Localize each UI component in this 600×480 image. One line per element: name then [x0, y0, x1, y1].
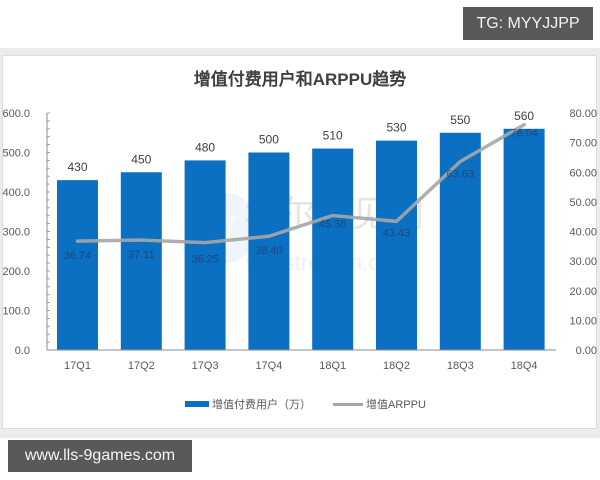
left-axis-tick-label: 100.0 — [2, 306, 30, 318]
legend-bar-swatch — [185, 401, 209, 407]
bar — [376, 140, 417, 350]
legend-bar-label: 增值付费用户（万） — [212, 399, 311, 411]
bar — [184, 160, 226, 350]
x-axis-tick-label: 17Q3 — [192, 360, 219, 372]
chart-card — [2, 55, 597, 429]
arppu-line — [75, 122, 526, 245]
left-axis-tick-label: 300.0 — [2, 227, 30, 239]
x-axis-tick-label: 18Q2 — [383, 360, 410, 372]
left-axis-tick-label: 600.0 — [2, 108, 30, 120]
left-axis-tick-label: 0.0 — [15, 345, 30, 357]
legend-line-swatch — [333, 402, 363, 406]
bar-value-label: 510 — [323, 129, 343, 143]
line-value-label: 63.63 — [447, 168, 475, 180]
line-value-label: 38.40 — [255, 245, 283, 257]
bar-value-label: 430 — [67, 160, 87, 174]
x-axis-tick-label: 17Q4 — [255, 360, 282, 372]
bar-value-label: 480 — [195, 140, 215, 154]
telegram-badge: TG: MYYJJPP — [463, 7, 593, 40]
bar-value-label: 500 — [259, 133, 279, 147]
left-y-axis: 0.0 100.0 200.0 300.0 400.0 500.0 600.0 — [2, 108, 50, 357]
right-axis-tick-label: 80.00 — [569, 108, 597, 120]
line-value-label: 45.38 — [319, 219, 347, 231]
website-badge: www.lls-9games.com — [8, 440, 192, 472]
right-axis-tick-label: 20.00 — [569, 286, 597, 298]
bar — [312, 148, 354, 350]
bar — [248, 152, 290, 350]
legend: 增值付费用户（万） 增值ARPPU — [185, 396, 426, 412]
bar-value-label: 530 — [386, 121, 406, 135]
bar-value-label: 550 — [450, 113, 470, 127]
bar-value-label: 450 — [131, 152, 151, 166]
line-value-label: 76.04 — [510, 128, 538, 140]
right-axis-tick-label: 40.00 — [569, 227, 597, 239]
line-value-label: 37.11 — [128, 249, 155, 261]
line-value-label: 36.25 — [191, 254, 219, 266]
right-axis-tick-label: 10.00 — [569, 315, 597, 327]
right-axis-tick-label: 0.00 — [576, 345, 597, 357]
right-y-axis: 0.00 10.00 20.00 30.00 40.00 50.00 60.00 70.00 8… — [569, 108, 597, 357]
bar — [57, 180, 98, 350]
x-axis-tick-label: 17Q1 — [64, 360, 91, 372]
bar-value-label: 560 — [514, 109, 534, 123]
line-value-label: 43.43 — [383, 227, 411, 239]
chart-title: 增值付费用户和ARPPU趋势 — [193, 70, 407, 89]
right-axis-tick-label: 30.00 — [569, 256, 597, 268]
bar-series: 430 450 480 500 510 530 550 560 — [57, 109, 545, 350]
left-axis-tick-label: 200.0 — [2, 266, 30, 278]
bar — [439, 132, 481, 350]
right-axis-tick-label: 60.00 — [569, 167, 597, 179]
x-axis-tick-label: 17Q2 — [128, 360, 155, 372]
legend-line-label: 增值ARPPU — [366, 399, 426, 411]
left-axis-tick-label: 500.0 — [2, 148, 30, 160]
x-axis-tick-label: 18Q4 — [511, 360, 538, 372]
bar — [503, 128, 545, 350]
x-axis: 17Q1 17Q2 17Q3 17Q4 18Q1 18Q2 18Q3 18Q4 — [47, 349, 556, 372]
line-series: 36.74 37.11 36.25 38.40 45.38 43.43 63.63 76.04 — [64, 122, 538, 266]
left-axis-tick-label: 400.0 — [2, 187, 30, 199]
bar — [120, 172, 162, 350]
x-axis-tick-label: 18Q1 — [319, 360, 346, 372]
x-axis-tick-label: 18Q3 — [447, 360, 474, 372]
right-axis-tick-label: 70.00 — [569, 138, 597, 150]
right-axis-tick-label: 50.00 — [569, 197, 597, 209]
line-value-label: 36.74 — [64, 250, 92, 262]
